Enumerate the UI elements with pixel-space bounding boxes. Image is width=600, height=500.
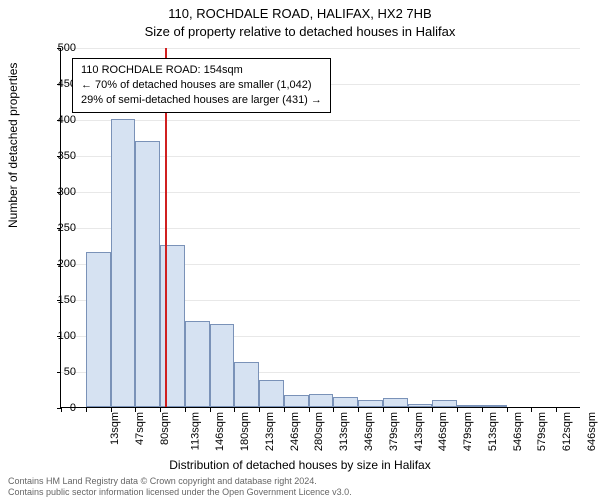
- y-tick-label: 150: [36, 294, 76, 306]
- annotation-line: ← 70% of detached houses are smaller (1,…: [81, 78, 322, 93]
- x-tick-label: 579sqm: [536, 412, 548, 451]
- histogram-bar: [284, 395, 309, 407]
- x-tick-label: 80sqm: [159, 412, 171, 445]
- y-axis-label: Number of detached properties: [6, 63, 20, 228]
- x-tick-label: 346sqm: [363, 412, 375, 451]
- histogram-bar: [111, 119, 136, 407]
- x-tick-mark: [482, 408, 483, 412]
- footer-line: Contains HM Land Registry data © Crown c…: [8, 476, 352, 487]
- x-tick-mark: [432, 408, 433, 412]
- x-tick-label: 646sqm: [586, 412, 598, 451]
- chart-title: 110, ROCHDALE ROAD, HALIFAX, HX2 7HB: [0, 6, 600, 21]
- x-tick-label: 379sqm: [388, 412, 400, 451]
- x-tick-label: 213sqm: [264, 412, 276, 451]
- footer-attribution: Contains HM Land Registry data © Crown c…: [8, 476, 352, 499]
- x-tick-label: 280sqm: [314, 412, 326, 451]
- x-tick-mark: [457, 408, 458, 412]
- x-tick-label: 13sqm: [109, 412, 121, 445]
- histogram-bar: [457, 405, 482, 407]
- y-tick-label: 300: [36, 186, 76, 198]
- y-tick-label: 400: [36, 114, 76, 126]
- x-tick-label: 146sqm: [215, 412, 227, 451]
- x-tick-mark: [507, 408, 508, 412]
- chart-container: 110, ROCHDALE ROAD, HALIFAX, HX2 7HB Siz…: [0, 0, 600, 500]
- y-tick-label: 450: [36, 78, 76, 90]
- histogram-bar: [160, 245, 185, 407]
- histogram-bar: [383, 398, 408, 407]
- gridline: [61, 120, 580, 121]
- x-tick-mark: [185, 408, 186, 412]
- chart-subtitle: Size of property relative to detached ho…: [0, 24, 600, 39]
- x-tick-mark: [86, 408, 87, 412]
- histogram-bar: [185, 321, 210, 407]
- annotation-line: 29% of semi-detached houses are larger (…: [81, 93, 322, 108]
- x-tick-mark: [383, 408, 384, 412]
- histogram-bar: [333, 397, 358, 407]
- histogram-bar: [210, 324, 235, 407]
- x-tick-mark: [284, 408, 285, 412]
- x-tick-label: 47sqm: [134, 412, 146, 445]
- x-tick-label: 479sqm: [462, 412, 474, 451]
- histogram-bar: [432, 400, 457, 407]
- y-tick-label: 500: [36, 42, 76, 54]
- histogram-bar: [482, 405, 507, 407]
- x-tick-mark: [556, 408, 557, 412]
- histogram-bar: [408, 404, 433, 407]
- annotation-line: 110 ROCHDALE ROAD: 154sqm: [81, 63, 322, 78]
- x-tick-label: 546sqm: [512, 412, 524, 451]
- x-tick-label: 413sqm: [413, 412, 425, 451]
- x-tick-label: 446sqm: [437, 412, 449, 451]
- histogram-bar: [234, 362, 259, 407]
- histogram-bar: [86, 252, 111, 407]
- x-tick-mark: [309, 408, 310, 412]
- y-tick-label: 200: [36, 258, 76, 270]
- x-tick-mark: [531, 408, 532, 412]
- gridline: [61, 48, 580, 49]
- y-tick-label: 250: [36, 222, 76, 234]
- x-tick-mark: [210, 408, 211, 412]
- x-tick-label: 612sqm: [561, 412, 573, 451]
- x-tick-mark: [358, 408, 359, 412]
- histogram-bar: [135, 141, 160, 407]
- x-tick-mark: [234, 408, 235, 412]
- footer-line: Contains public sector information licen…: [8, 487, 352, 498]
- annotation-box: 110 ROCHDALE ROAD: 154sqm ← 70% of detac…: [72, 58, 331, 113]
- histogram-bar: [309, 394, 334, 407]
- histogram-bar: [358, 400, 383, 407]
- x-tick-mark: [259, 408, 260, 412]
- x-axis-label: Distribution of detached houses by size …: [0, 458, 600, 472]
- x-tick-label: 113sqm: [189, 412, 201, 450]
- x-tick-label: 180sqm: [239, 412, 251, 451]
- x-tick-label: 513sqm: [487, 412, 499, 451]
- y-tick-label: 350: [36, 150, 76, 162]
- x-tick-mark: [333, 408, 334, 412]
- y-tick-label: 100: [36, 330, 76, 342]
- y-tick-label: 50: [36, 366, 76, 378]
- x-tick-mark: [408, 408, 409, 412]
- x-tick-label: 246sqm: [289, 412, 301, 451]
- y-tick-label: 0: [36, 402, 76, 414]
- x-tick-label: 313sqm: [338, 412, 350, 451]
- histogram-bar: [259, 380, 284, 407]
